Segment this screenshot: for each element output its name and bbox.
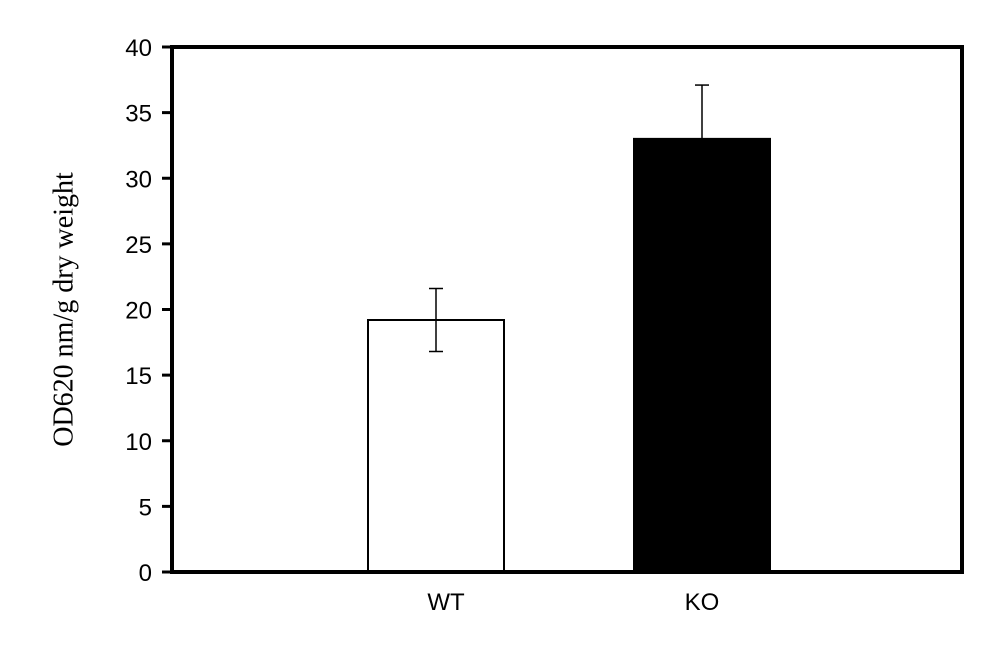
x-tick-label-wt: WT [427, 589, 465, 616]
y-tick-label-15: 15 [125, 363, 152, 390]
bar-ko [633, 137, 771, 573]
y-tick-label-0: 0 [139, 560, 152, 587]
y-tick-label-20: 20 [125, 298, 152, 325]
y-tick-label-10: 10 [125, 429, 152, 456]
plot-frame [170, 45, 964, 574]
y-axis-title: OD620 nm/g dry weight [48, 172, 79, 447]
y-tick-label-5: 5 [139, 494, 152, 521]
y-tick-label-30: 30 [125, 166, 152, 193]
y-tick-label-35: 35 [125, 101, 152, 128]
x-tick-label-ko: KO [685, 589, 720, 616]
y-tick-label-40: 40 [125, 35, 152, 62]
y-tick-label-25: 25 [125, 232, 152, 259]
bar-wt [367, 319, 505, 573]
